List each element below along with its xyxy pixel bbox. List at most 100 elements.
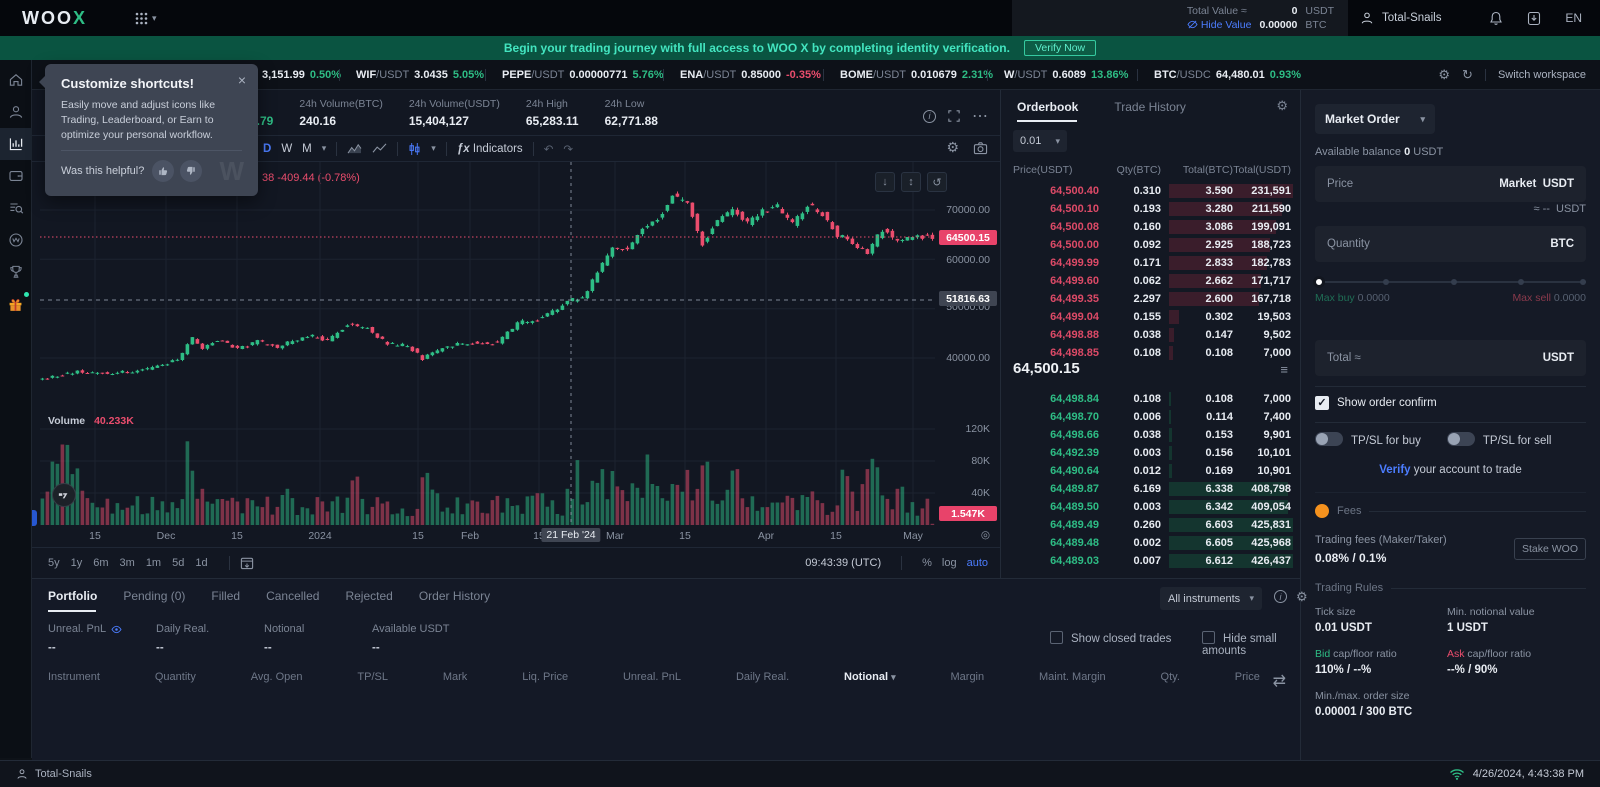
sidebar-item-trading[interactable] (0, 128, 32, 160)
orderbook-ask-row[interactable]: 64,499.60 0.062 2.662 171,717 (1050, 274, 1291, 288)
ticker-item-btc[interactable]: BTC/USDC 64,480.01 0.93% (1154, 69, 1301, 81)
orderbook-bid-row[interactable]: 64,498.70 0.006 0.114 7,400 (1050, 410, 1291, 424)
column-daily-real-[interactable]: Daily Real. (735, 671, 790, 683)
orderbook-bid-row[interactable]: 64,498.66 0.038 0.153 9,901 (1050, 428, 1291, 442)
undo-button[interactable]: ↶ (543, 143, 554, 156)
slider-knob[interactable] (1313, 276, 1325, 288)
timeframe-dropdown[interactable]: ▾ (321, 143, 327, 153)
toggle-off-icon[interactable] (1446, 432, 1475, 446)
orderbook-bid-row[interactable]: 64,489.87 6.169 6.338 408,798 (1050, 482, 1291, 496)
sidebar-item-markets[interactable] (0, 192, 32, 224)
timeframe-week-button[interactable]: W (281, 142, 293, 155)
orderbook-ask-row[interactable]: 64,500.08 0.160 3.086 199,091 (1050, 220, 1291, 234)
column-unreal-pnl[interactable]: Unreal. PnL (622, 671, 682, 683)
percent-scale-button[interactable]: % (922, 557, 932, 569)
sidebar-item-rewards[interactable] (0, 288, 32, 320)
reset-view-button[interactable]: ↺ (927, 172, 947, 192)
ticker-settings-button[interactable]: ⚙ (1438, 67, 1451, 82)
statements-button[interactable] (1527, 11, 1541, 26)
hide-value-toggle[interactable]: Hide Value (1187, 19, 1251, 31)
orderbook-bid-row[interactable]: 64,489.03 0.007 6.612 426,437 (1050, 554, 1293, 568)
orderbook-bid-row[interactable]: 64,489.50 0.003 6.342 409,054 (1050, 500, 1291, 514)
candlestick-chart[interactable] (40, 162, 935, 525)
column-liq-price[interactable]: Liq. Price (522, 671, 569, 683)
timezone-icon[interactable]: ◎ (980, 529, 990, 541)
thumbs-up-button[interactable] (152, 160, 174, 182)
tab-order-history[interactable]: Order History (418, 589, 491, 603)
indicators-button[interactable]: ƒx Indicators (456, 142, 523, 155)
time-axis[interactable]: ◎ 15 Dec 15 2024 15 Feb 15 Mar 15 Apr 15 May 21 Feb … (32, 525, 1000, 548)
range-1d-button[interactable]: 1d (195, 557, 208, 569)
range-5d-button[interactable]: 5d (172, 557, 185, 569)
order-type-select[interactable]: Market Order ▾ (1315, 104, 1435, 134)
total-input[interactable]: Total ≈ USDT (1315, 340, 1586, 376)
orderbook-bid-row[interactable]: 64,490.64 0.012 0.169 10,901 (1050, 464, 1291, 478)
column-qty-[interactable]: Qty. (1160, 671, 1180, 683)
stake-woo-button[interactable]: Stake WOO (1514, 538, 1586, 560)
orderbook-align-icon[interactable]: ≡ (1280, 362, 1288, 377)
ticker-refresh-button[interactable]: ↻ (1462, 67, 1473, 82)
info-icon[interactable]: i (1274, 590, 1287, 603)
candle-type-dropdown[interactable]: ▾ (431, 143, 436, 153)
ticker-item-w[interactable]: W/USDT 0.6089 13.86% (1004, 69, 1129, 81)
switch-workspace-button[interactable]: Switch workspace (1497, 69, 1586, 81)
account-menu[interactable]: Total-Snails (1360, 0, 1441, 36)
tpsl-buy-toggle[interactable]: TP/SL for buy (1315, 432, 1421, 447)
column-tp-sl[interactable]: TP/SL (357, 671, 388, 683)
column-price[interactable]: Price (1234, 671, 1260, 683)
verify-link[interactable]: Verify (1379, 464, 1411, 476)
sidebar-item-home[interactable] (0, 64, 32, 96)
go-to-date-icon[interactable] (240, 556, 254, 570)
chart-clock[interactable]: 09:43:39 (UTC) (805, 557, 882, 569)
candles-icon[interactable] (408, 142, 421, 156)
log-scale-button[interactable]: log (941, 557, 957, 569)
fullscreen-icon[interactable] (948, 110, 960, 122)
sidebar-item-woo-token[interactable] (0, 224, 32, 256)
line-chart-icon[interactable] (372, 142, 387, 155)
more-icon[interactable]: ⋯ (972, 108, 988, 125)
orderbook-ask-row[interactable]: 64,498.88 0.038 0.147 9,502 (1050, 328, 1291, 342)
woo-x-logo[interactable]: WOOX (22, 8, 87, 29)
orderbook-settings-icon[interactable]: ⚙ (1276, 98, 1288, 113)
info-icon[interactable]: i (923, 109, 936, 123)
chart-settings-icon[interactable]: ⚙ (946, 139, 959, 155)
tick-size-select[interactable]: 0.01 ▾ (1013, 130, 1067, 152)
area-chart-icon[interactable] (347, 142, 362, 155)
range-1m-button[interactable]: 1m (145, 557, 162, 569)
show-closed-trades-checkbox[interactable]: Show closed trades (1050, 631, 1171, 645)
scroll-to-recent-button[interactable]: ↓ (875, 172, 895, 192)
orderbook-mid-price[interactable]: 64,500.15 (1013, 360, 1080, 377)
column-notional[interactable]: Notional ▾ (844, 671, 896, 683)
language-selector[interactable]: EN (1565, 11, 1582, 25)
price-input[interactable]: Price Market USDT (1315, 166, 1586, 202)
tab-rejected[interactable]: Rejected (345, 589, 393, 603)
range-6m-button[interactable]: 6m (93, 557, 109, 569)
eye-icon[interactable] (111, 625, 122, 634)
thumbs-down-button[interactable] (180, 160, 202, 182)
column-avg-open[interactable]: Avg. Open (250, 671, 303, 683)
quantity-slider[interactable] (1313, 276, 1586, 288)
orderbook-bid-row[interactable]: 64,489.49 0.260 6.603 425,831 (1050, 518, 1293, 532)
range-3m-button[interactable]: 3m (119, 557, 135, 569)
tab-cancelled[interactable]: Cancelled (266, 589, 320, 603)
column-mark[interactable]: Mark (442, 671, 468, 683)
orderbook-ask-row[interactable]: 64,499.35 2.297 2.600 167,718 (1050, 292, 1291, 306)
ticker-item[interactable]: 3,151.99 0.50% (262, 69, 342, 81)
orderbook-bid-row[interactable]: 64,498.84 0.108 0.108 7,000 (1050, 392, 1291, 406)
column-margin[interactable]: Margin (950, 671, 985, 683)
orderbook-ask-row[interactable]: 64,499.99 0.171 2.833 182,783 (1050, 256, 1291, 270)
close-icon[interactable]: × (237, 72, 246, 88)
ticker-item-pepe[interactable]: PEPE/USDT 0.00000771 5.76% (502, 69, 664, 81)
checkbox-checked-icon[interactable]: ✓ (1315, 396, 1329, 410)
orderbook-ask-row[interactable]: 64,498.85 0.108 0.108 7,000 (1050, 346, 1291, 360)
orderbook-ask-row[interactable]: 64,500.40 0.310 3.590 231,591 (1050, 184, 1293, 198)
sidebar-item-wallet[interactable] (0, 160, 32, 192)
tab-portfolio[interactable]: Portfolio (48, 589, 98, 603)
positions-settings-icon[interactable]: ⚙ (1296, 589, 1308, 604)
ticker-item-wif[interactable]: WIF/USDT 3.0435 5.05% (356, 69, 485, 81)
tab-orderbook[interactable]: Orderbook (1017, 100, 1079, 114)
tab-pending-0-[interactable]: Pending (0) (123, 589, 186, 603)
apps-menu-button[interactable]: ▾ (135, 12, 157, 25)
column-quantity[interactable]: Quantity (154, 671, 196, 683)
show-order-confirm-row[interactable]: ✓ Show order confirm (1315, 396, 1586, 410)
